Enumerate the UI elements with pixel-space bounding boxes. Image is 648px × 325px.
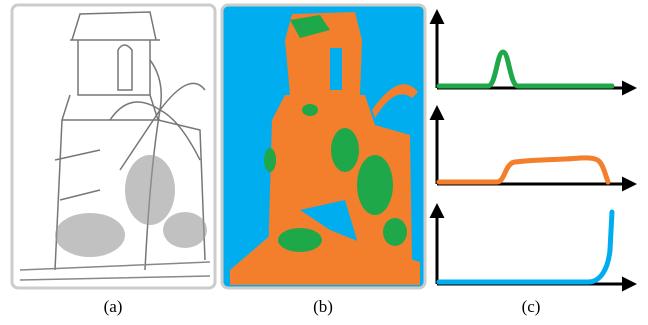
segmentation-panel xyxy=(222,5,425,288)
distribution-plots xyxy=(437,12,634,284)
caption: (a) xyxy=(104,297,123,316)
sketch-panel xyxy=(12,5,215,288)
caption: (b) xyxy=(313,297,333,316)
figure: (a) (b) (c) xyxy=(0,0,648,325)
curves xyxy=(439,52,612,282)
caption: (c) xyxy=(522,297,541,316)
